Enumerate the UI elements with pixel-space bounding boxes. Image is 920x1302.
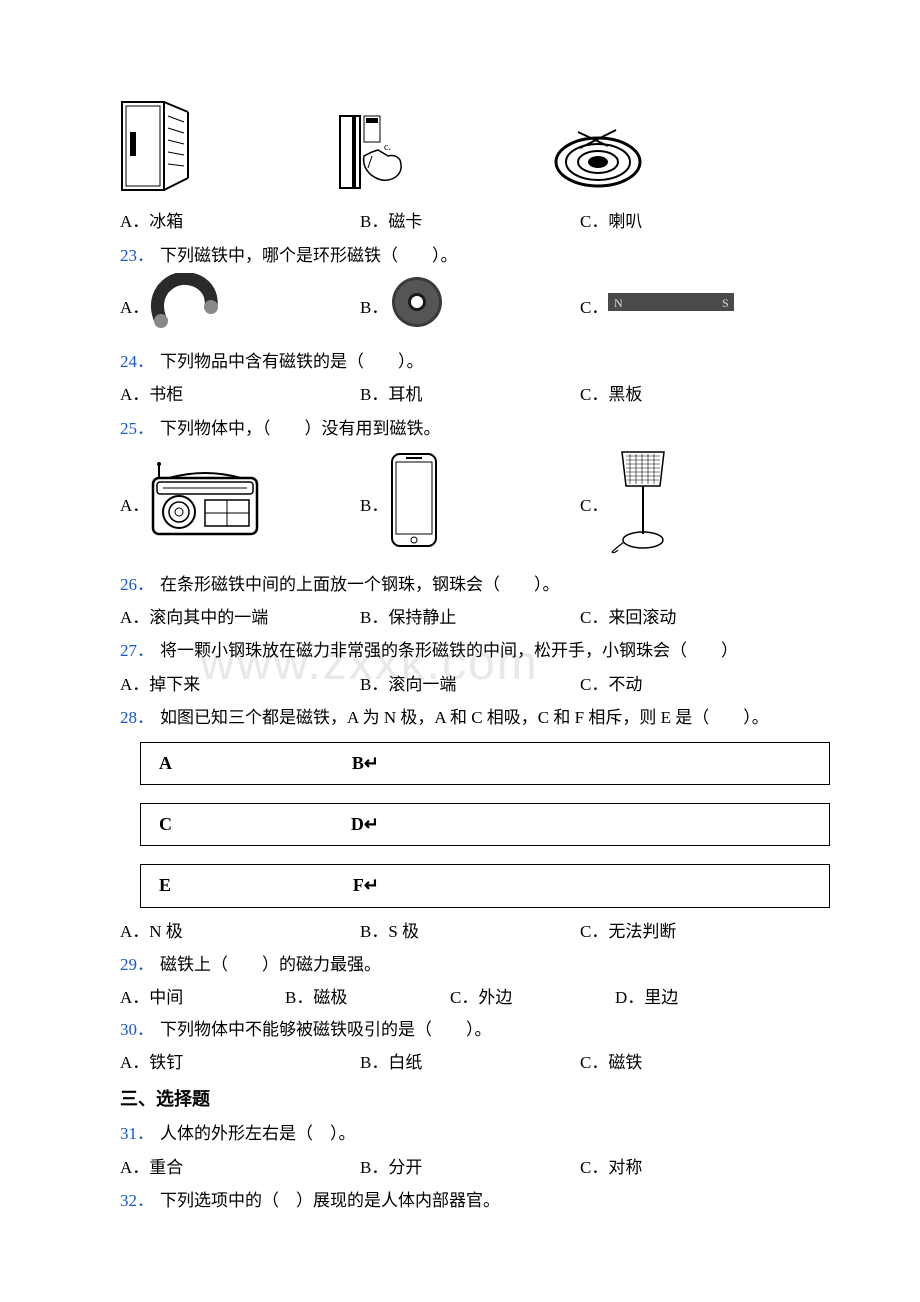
q32-text: 下列选项中的（ ）展现的是人体内部器官。 bbox=[160, 1185, 500, 1216]
q22-opt-a: A．冰箱 bbox=[120, 206, 360, 237]
svg-text:N: N bbox=[614, 296, 623, 310]
q29-opt-d: D．里边 bbox=[615, 982, 678, 1013]
q30-options: A．铁钉 B．白纸 C．磁铁 bbox=[120, 1047, 830, 1078]
q29-opt-a: A．中间 bbox=[120, 982, 285, 1013]
q27-opt-b: B．滚向一端 bbox=[360, 669, 580, 700]
fridge-icon bbox=[120, 100, 330, 202]
q25: 25． 下列物体中，（ ）没有用到磁铁。 bbox=[120, 413, 830, 444]
q29-options: A．中间 B．磁极 C．外边 D．里边 bbox=[120, 982, 830, 1013]
q28-bar-ab: A B↵ bbox=[140, 742, 830, 785]
card-swipe-icon: c. bbox=[330, 112, 550, 202]
q28-diagram: A B↵ C D↵ E F↵ bbox=[140, 742, 830, 908]
q29: 29． 磁铁上（ ）的磁力最强。 bbox=[120, 949, 830, 980]
q27-num: 27． bbox=[120, 635, 154, 666]
q31-opt-a: A．重合 bbox=[120, 1152, 360, 1183]
q22-images-row: c. bbox=[120, 100, 830, 202]
q25-opt-b-label: B． bbox=[360, 490, 388, 521]
q30-opt-c: C．磁铁 bbox=[580, 1047, 642, 1078]
speaker-icon bbox=[550, 122, 646, 202]
q24-opt-b: B．耳机 bbox=[360, 379, 580, 410]
q28-options: A．N 极 B．S 极 C．无法判断 bbox=[120, 916, 830, 947]
q24-options: A．书柜 B．耳机 C．黑板 bbox=[120, 379, 830, 410]
q25-options: A． B． bbox=[120, 446, 830, 564]
q30: 30． 下列物体中不能够被磁铁吸引的是（ ）。 bbox=[120, 1014, 830, 1045]
q24-opt-a: A．书柜 bbox=[120, 379, 360, 410]
q27-options: A．掉下来 B．滚向一端 C．不动 bbox=[120, 669, 830, 700]
q24: 24． 下列物品中含有磁铁的是（ ）。 bbox=[120, 346, 830, 377]
q28-bar-cd: C D↵ bbox=[140, 803, 830, 846]
q30-opt-a: A．铁钉 bbox=[120, 1047, 360, 1078]
q28-opt-c: C．无法判断 bbox=[580, 916, 676, 947]
q26-options: A．滚向其中的一端 B．保持静止 C．来回滚动 bbox=[120, 602, 830, 633]
lamp-icon bbox=[608, 446, 678, 564]
q26-opt-b: B．保持静止 bbox=[360, 602, 580, 633]
q28: 28． 如图已知三个都是磁铁，A 为 N 极，A 和 C 相吸，C 和 F 相斥… bbox=[120, 702, 830, 733]
q23: 23． 下列磁铁中，哪个是环形磁铁（ ）。 bbox=[120, 240, 830, 271]
q26-opt-c: C．来回滚动 bbox=[580, 602, 676, 633]
q26-text: 在条形磁铁中间的上面放一个钢珠，钢珠会（ ）。 bbox=[160, 569, 560, 600]
q28-opt-b: B．S 极 bbox=[360, 916, 580, 947]
q26-opt-a: A．滚向其中的一端 bbox=[120, 602, 360, 633]
q30-opt-b: B．白纸 bbox=[360, 1047, 580, 1078]
q28-bar-ef: E F↵ bbox=[140, 864, 830, 907]
section-3-heading: 三、选择题 bbox=[120, 1083, 830, 1116]
q27-opt-c: C．不动 bbox=[580, 669, 642, 700]
q23-opt-c-label: C． bbox=[580, 292, 608, 323]
q23-opt-b-label: B． bbox=[360, 292, 388, 323]
q26-num: 26． bbox=[120, 569, 154, 600]
radio-icon bbox=[149, 460, 261, 550]
q29-opt-b: B．磁极 bbox=[285, 982, 450, 1013]
q31-options: A．重合 B．分开 C．对称 bbox=[120, 1152, 830, 1183]
q28-num: 28． bbox=[120, 702, 154, 733]
q29-opt-c: C．外边 bbox=[450, 982, 615, 1013]
phone-icon bbox=[388, 452, 440, 558]
q27: 27． 将一颗小钢珠放在磁力非常强的条形磁铁的中间，松开手，小钢珠会（ ） bbox=[120, 635, 830, 666]
q31: 31． 人体的外形左右是（ ）。 bbox=[120, 1118, 830, 1149]
q22-opt-c: C．喇叭 bbox=[580, 206, 642, 237]
q22-options: A．冰箱 B．磁卡 C．喇叭 bbox=[120, 206, 830, 237]
q28-opt-a: A．N 极 bbox=[120, 916, 360, 947]
q25-text: 下列物体中，（ ）没有用到磁铁。 bbox=[160, 413, 441, 444]
q27-opt-a: A．掉下来 bbox=[120, 669, 360, 700]
q31-opt-c: C．对称 bbox=[580, 1152, 642, 1183]
q25-num: 25． bbox=[120, 413, 154, 444]
q24-opt-c: C．黑板 bbox=[580, 379, 642, 410]
q29-num: 29． bbox=[120, 949, 154, 980]
q24-text: 下列物品中含有磁铁的是（ ）。 bbox=[160, 346, 424, 377]
q29-text: 磁铁上（ ）的磁力最强。 bbox=[160, 949, 381, 980]
q31-text: 人体的外形左右是（ ）。 bbox=[160, 1118, 356, 1149]
q30-text: 下列物体中不能够被磁铁吸引的是（ ）。 bbox=[160, 1014, 492, 1045]
svg-text:S: S bbox=[722, 296, 729, 310]
q32-num: 32． bbox=[120, 1185, 154, 1216]
q25-opt-a-label: A． bbox=[120, 490, 149, 521]
q27-text: 将一颗小钢珠放在磁力非常强的条形磁铁的中间，松开手，小钢珠会（ ） bbox=[160, 635, 738, 666]
horseshoe-magnet-icon bbox=[149, 273, 223, 341]
q23-num: 23． bbox=[120, 240, 154, 271]
bar-magnet-icon: N S bbox=[608, 291, 734, 323]
q23-text: 下列磁铁中，哪个是环形磁铁（ ）。 bbox=[160, 240, 458, 271]
q22-opt-b: B．磁卡 bbox=[360, 206, 580, 237]
q31-num: 31． bbox=[120, 1118, 154, 1149]
q23-opt-a-label: A． bbox=[120, 292, 149, 323]
q26: 26． 在条形磁铁中间的上面放一个钢珠，钢珠会（ ）。 bbox=[120, 569, 830, 600]
q32: 32． 下列选项中的（ ）展现的是人体内部器官。 bbox=[120, 1185, 830, 1216]
q24-num: 24． bbox=[120, 346, 154, 377]
q23-options: A． B． C． N S bbox=[120, 273, 830, 341]
q30-num: 30． bbox=[120, 1014, 154, 1045]
q28-text: 如图已知三个都是磁铁，A 为 N 极，A 和 C 相吸，C 和 F 相斥，则 E… bbox=[160, 702, 769, 733]
svg-text:c.: c. bbox=[384, 142, 391, 153]
q25-opt-c-label: C． bbox=[580, 490, 608, 521]
ring-magnet-icon bbox=[388, 273, 446, 341]
q31-opt-b: B．分开 bbox=[360, 1152, 580, 1183]
